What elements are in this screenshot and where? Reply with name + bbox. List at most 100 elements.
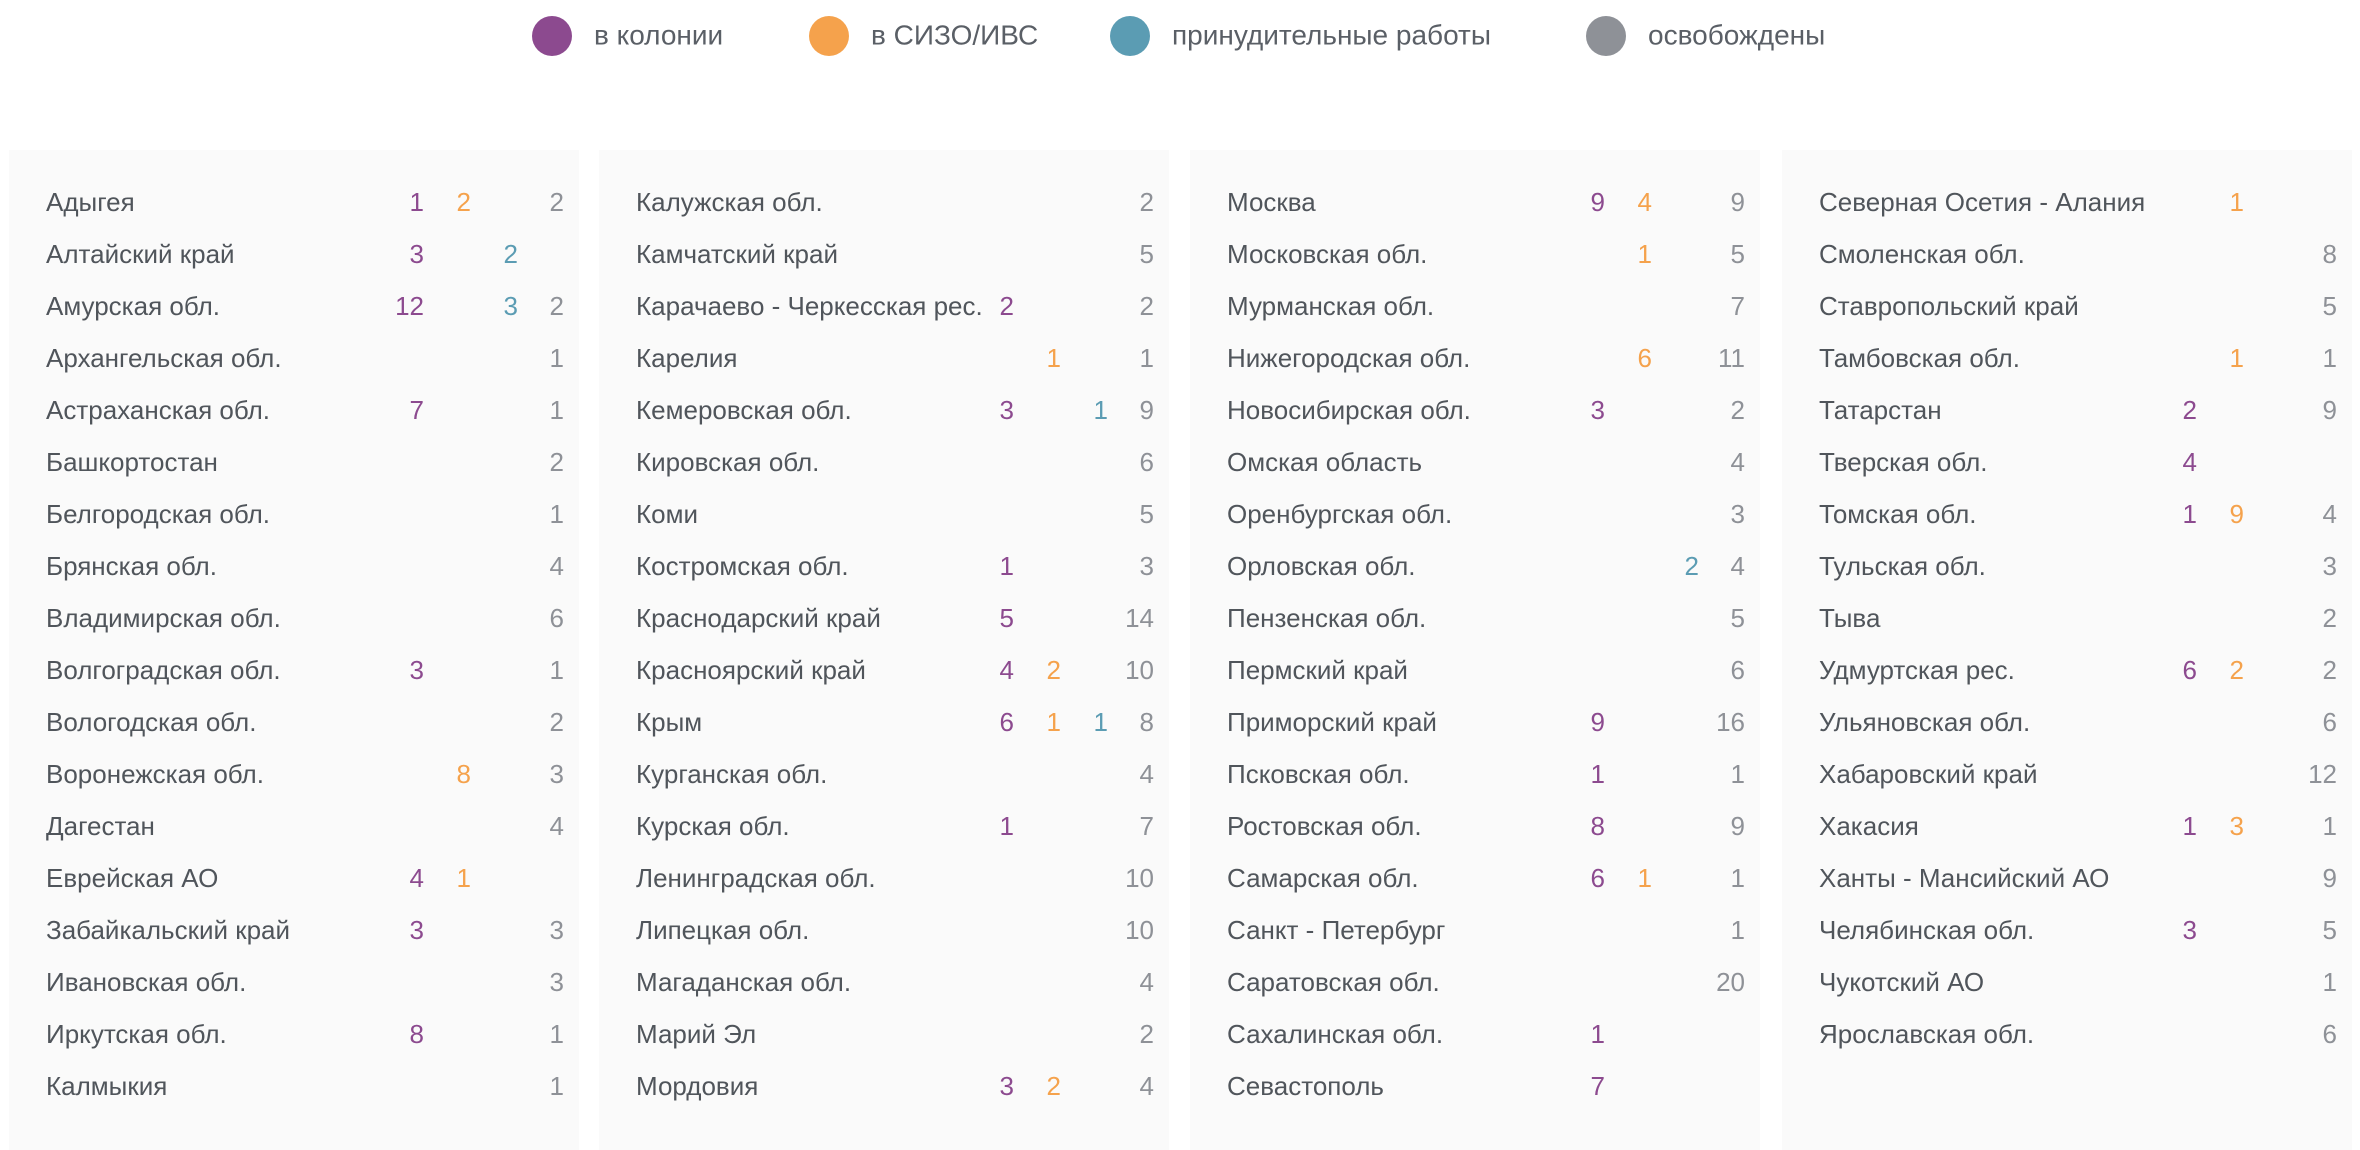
count: 3: [2230, 811, 2244, 841]
count: 4: [2323, 499, 2337, 529]
legend-label: в СИЗО/ИВС: [871, 19, 1038, 50]
count: 9: [1140, 395, 1154, 425]
count: 2: [2323, 603, 2337, 633]
count: 5: [1140, 499, 1154, 529]
region-name: Калмыкия: [46, 1071, 167, 1101]
count: 1: [1047, 343, 1061, 373]
legend-label: принудительные работы: [1172, 19, 1491, 50]
count: 1: [1638, 863, 1652, 893]
region-name: Коми: [636, 499, 698, 529]
count: 2: [550, 187, 564, 217]
region-name: Северная Осетия - Алания: [1819, 187, 2145, 217]
region-name: Астраханская обл.: [46, 395, 270, 425]
count: 10: [1125, 655, 1154, 685]
count: 9: [2323, 863, 2337, 893]
region-name: Карелия: [636, 343, 737, 373]
count: 6: [2183, 655, 2197, 685]
legend-label: освобождены: [1648, 19, 1825, 50]
region-name: Магаданская обл.: [636, 967, 851, 997]
count: 3: [410, 239, 424, 269]
count: 10: [1125, 863, 1154, 893]
panel: [599, 150, 1169, 1150]
count: 6: [1140, 447, 1154, 477]
region-name: Санкт - Петербург: [1227, 915, 1445, 945]
count: 4: [1638, 187, 1652, 217]
region-name: Башкортостан: [46, 447, 218, 477]
region-name: Дагестан: [46, 811, 155, 841]
count: 4: [1140, 759, 1154, 789]
count: 6: [1638, 343, 1652, 373]
count: 9: [2323, 395, 2337, 425]
region-name: Ленинградская обл.: [636, 863, 876, 893]
region-name: Тамбовская обл.: [1819, 343, 2020, 373]
region-name: Костромская обл.: [636, 551, 849, 581]
count: 4: [1140, 967, 1154, 997]
count: 1: [1094, 707, 1108, 737]
count: 4: [550, 551, 564, 581]
count: 2: [1047, 1071, 1061, 1101]
count: 3: [1591, 395, 1605, 425]
count: 20: [1716, 967, 1745, 997]
region-name: Липецкая обл.: [636, 915, 809, 945]
count: 12: [395, 291, 424, 321]
region-name: Татарстан: [1819, 395, 1942, 425]
count: 1: [2230, 187, 2244, 217]
count: 3: [550, 967, 564, 997]
region-name: Брянская обл.: [46, 551, 217, 581]
count: 12: [2308, 759, 2337, 789]
count: 9: [1731, 811, 1745, 841]
count: 9: [1591, 707, 1605, 737]
count: 6: [1000, 707, 1014, 737]
count: 3: [550, 915, 564, 945]
count: 4: [550, 811, 564, 841]
count: 1: [1094, 395, 1108, 425]
legend-label: в колонии: [594, 19, 723, 50]
count: 6: [550, 603, 564, 633]
region-name: Волгоградская обл.: [46, 655, 281, 685]
count: 2: [1731, 395, 1745, 425]
count: 6: [1591, 863, 1605, 893]
region-name: Курская обл.: [636, 811, 790, 841]
count: 1: [2323, 811, 2337, 841]
count: 1: [2183, 811, 2197, 841]
count: 1: [1000, 551, 1014, 581]
legend-dot: [809, 16, 849, 56]
count: 5: [1731, 239, 1745, 269]
region-name: Белгородская обл.: [46, 499, 270, 529]
region-name: Чукотский АО: [1819, 967, 1984, 997]
region-name: Алтайский край: [46, 239, 235, 269]
count: 1: [550, 395, 564, 425]
region-name: Омская область: [1227, 447, 1422, 477]
count: 8: [410, 1019, 424, 1049]
count: 1: [2230, 343, 2244, 373]
region-name: Оренбургская обл.: [1227, 499, 1452, 529]
count: 7: [1591, 1071, 1605, 1101]
count: 1: [2323, 967, 2337, 997]
legend-dot: [532, 16, 572, 56]
count: 5: [1000, 603, 1014, 633]
region-name: Ивановская обл.: [46, 967, 246, 997]
region-name: Иркутская обл.: [46, 1019, 227, 1049]
count: 7: [410, 395, 424, 425]
count: 3: [2323, 551, 2337, 581]
count: 8: [1140, 707, 1154, 737]
region-name: Кемеровская обл.: [636, 395, 852, 425]
count: 2: [1685, 551, 1699, 581]
count: 2: [550, 447, 564, 477]
count: 1: [2183, 499, 2197, 529]
panel: [1782, 150, 2352, 1150]
count: 2: [550, 707, 564, 737]
count: 9: [1591, 187, 1605, 217]
count: 2: [2183, 395, 2197, 425]
count: 1: [550, 1071, 564, 1101]
count: 3: [504, 291, 518, 321]
region-name: Тверская обл.: [1819, 447, 1987, 477]
region-name: Марий Эл: [636, 1019, 756, 1049]
region-name: Кировская обл.: [636, 447, 819, 477]
count: 2: [550, 291, 564, 321]
region-name: Хакасия: [1819, 811, 1919, 841]
region-name: Адыгея: [46, 187, 135, 217]
count: 2: [2230, 655, 2244, 685]
region-name: Новосибирская обл.: [1227, 395, 1471, 425]
